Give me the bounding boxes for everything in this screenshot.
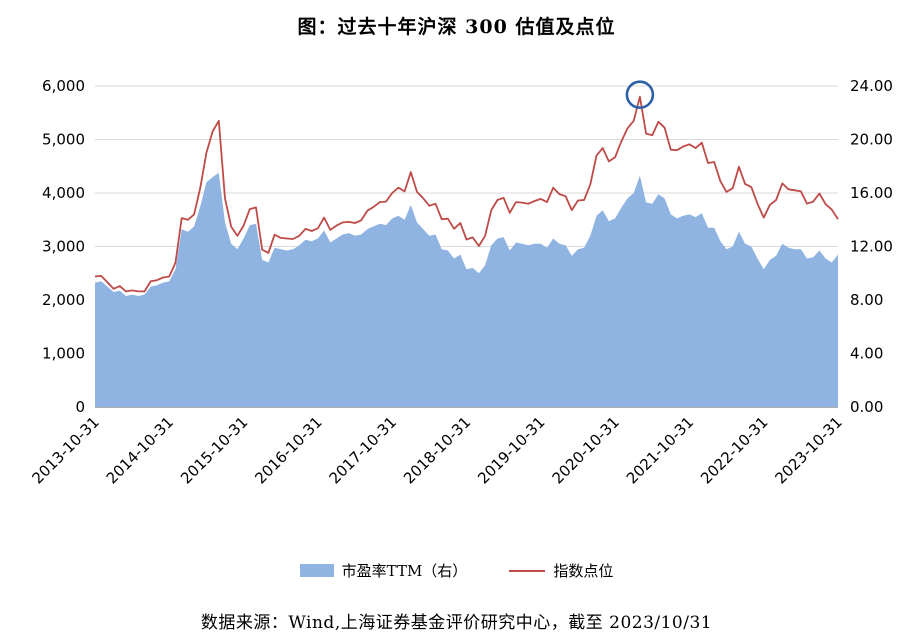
left-axis-tick-label: 5,000: [42, 131, 85, 149]
right-axis-tick-label: 8.00: [850, 291, 883, 309]
index-line-swatch: [509, 569, 546, 572]
left-axis-tick-label: 0: [75, 398, 85, 416]
right-axis-tick-label: 0.00: [850, 398, 883, 416]
x-axis-tick-label: 2018-10-31: [400, 413, 474, 487]
x-axis-tick-label: 2017-10-31: [326, 413, 400, 487]
legend-label-index: 指数点位: [553, 562, 614, 580]
right-axis-tick-label: 12.00: [850, 238, 893, 256]
x-axis-tick-label: 2022-10-31: [697, 413, 771, 487]
chart-title: 图：过去十年沪深 300 估值及点位: [297, 16, 616, 38]
legend-item-index: 指数点位: [509, 560, 613, 581]
x-axis-tick-label: 2020-10-31: [549, 413, 623, 487]
x-axis-tick-label: 2021-10-31: [623, 413, 697, 487]
pe-area-swatch: [299, 564, 334, 577]
left-axis-tick-label: 2,000: [42, 291, 85, 309]
left-axis-tick-label: 1,000: [42, 345, 85, 363]
right-axis-tick-label: 16.00: [850, 184, 893, 202]
chart-legend: 市盈率TTM（右） 指数点位: [0, 560, 913, 581]
x-axis-tick-label: 2023-10-31: [771, 413, 845, 487]
peak-annotation-circle: [625, 80, 655, 109]
left-axis-tick-label: 3,000: [42, 238, 85, 256]
x-axis-tick-label: 2013-10-31: [28, 413, 102, 487]
left-axis-tick-label: 6,000: [42, 77, 85, 95]
legend-item-pe: 市盈率TTM（右）: [299, 560, 468, 581]
right-axis-tick-label: 24.00: [850, 77, 893, 95]
right-axis-tick-label: 20.00: [850, 131, 893, 149]
chart: 0 1,000 2,000 3,000 4,000 5,000 6,000 0.00 4.00 8…: [28, 77, 893, 487]
chart-area: 0 1,000 2,000 3,000 4,000 5,000 6,000 0.00 4.00 8…: [28, 77, 893, 487]
x-axis-tick-label: 2014-10-31: [103, 413, 177, 487]
index-line-path: [94, 95, 839, 293]
legend-label-pe: 市盈率TTM（右）: [341, 562, 468, 580]
data-source-note: 数据来源：Wind,上海证券基金评价研究中心，截至 2023/10/31: [200, 613, 713, 633]
x-axis-tick-label: 2015-10-31: [177, 413, 251, 487]
x-axis-tick-label: 2019-10-31: [474, 413, 548, 487]
x-axis-tick-label: 2016-10-31: [251, 413, 325, 487]
right-axis-tick-label: 4.00: [850, 345, 883, 363]
pe-area-path: [95, 172, 838, 407]
left-axis-tick-label: 4,000: [42, 184, 85, 202]
